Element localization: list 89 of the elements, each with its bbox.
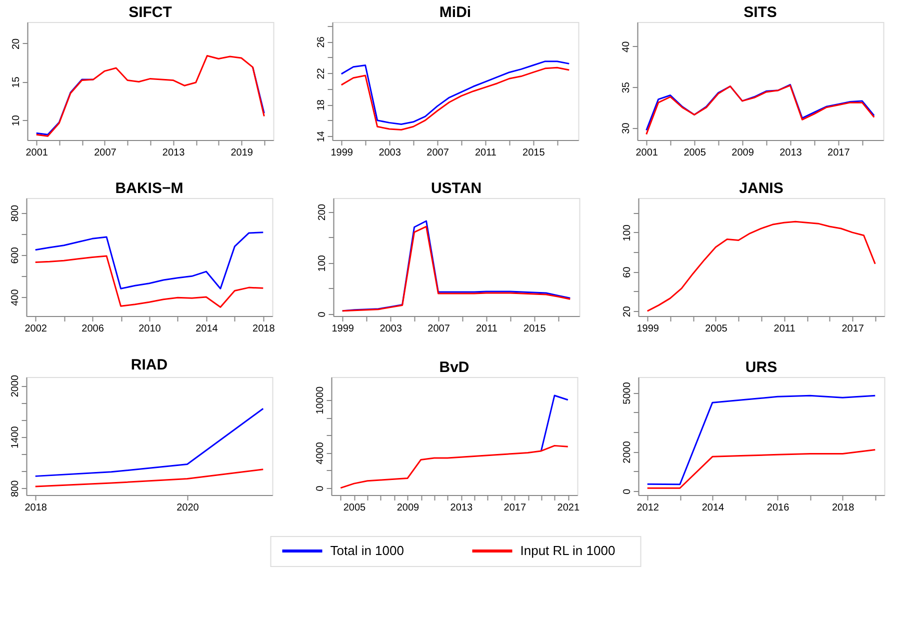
chart-title: SIFCT [128, 4, 172, 21]
y-tick-label: 600 [10, 246, 21, 264]
y-tick-label: 100 [622, 224, 633, 242]
line-series [646, 449, 876, 489]
y-tick-label: 1400 [10, 426, 21, 448]
x-tick-label: 2003 [378, 148, 402, 158]
x-tick-label: 2001 [636, 148, 658, 158]
line-series [340, 60, 570, 126]
x-tick-label: 2002 [24, 324, 48, 334]
legend-label: Total in 1000 [330, 543, 404, 558]
x-tick-label: 2015 [522, 148, 546, 158]
chart-title: SITS [744, 4, 777, 21]
y-tick-label: 10 [10, 114, 22, 126]
line-series [646, 220, 876, 312]
x-tick-label: 2018 [832, 502, 855, 514]
x-tick-label: 1999 [330, 148, 354, 158]
y-tick-label: 20 [622, 306, 633, 318]
y-tick-label: 14 [316, 130, 327, 142]
x-tick-label: 2017 [504, 502, 526, 514]
x-tick-label: 1999 [636, 324, 660, 334]
x-tick-label: 2015 [524, 324, 546, 334]
line-series [646, 394, 876, 486]
line-series [34, 255, 264, 308]
x-tick-label: 2006 [82, 324, 104, 334]
x-tick-label: 2021 [557, 502, 580, 514]
x-tick-label: 2013 [162, 148, 186, 158]
x-tick-label: 2016 [766, 502, 790, 514]
y-tick-label: 18 [316, 99, 327, 111]
line-series [34, 408, 264, 477]
x-tick-label: 2013 [450, 502, 473, 514]
x-tick-label: 2005 [684, 148, 706, 158]
x-tick-label: 2018 [252, 324, 276, 334]
x-tick-label: 2009 [732, 148, 754, 158]
chart-title: MiDi [439, 4, 472, 21]
y-tick-label: 800 [10, 480, 21, 498]
chart-title: URS [745, 359, 778, 376]
chart-title: JANIS [739, 180, 784, 197]
x-tick-label: 2005 [705, 324, 728, 334]
y-tick-label: 15 [10, 76, 22, 88]
x-tick-label: 2020 [176, 502, 200, 514]
y-tick-label: 40 [620, 40, 632, 52]
y-tick-label: 100 [316, 254, 328, 272]
x-tick-label: 2011 [474, 148, 497, 158]
y-tick-label: 22 [316, 68, 327, 80]
x-tick-label: 2014 [702, 502, 724, 514]
y-tick-label: 10000 [314, 386, 326, 414]
chart-title: RIAD [130, 356, 168, 374]
y-tick-label: 20 [10, 38, 22, 50]
x-tick-label: 2011 [774, 324, 796, 334]
line-series [34, 232, 264, 290]
legend-label: Input RL in 1000 [520, 543, 616, 558]
line-series [36, 54, 265, 137]
line-series [340, 66, 570, 131]
y-tick-label: 30 [620, 122, 632, 134]
chart-title: BvD [439, 359, 470, 376]
y-tick-label: 2000 [622, 440, 633, 464]
x-tick-label: 2014 [196, 324, 218, 334]
line-series [340, 444, 569, 489]
y-tick-label: 800 [10, 204, 21, 222]
x-tick-label: 2013 [780, 148, 802, 158]
x-tick-label: 2007 [428, 324, 450, 334]
y-tick-label: 4000 [314, 442, 326, 464]
x-tick-label: 2019 [230, 148, 254, 158]
x-tick-label: 2003 [380, 324, 402, 334]
x-tick-label: 2005 [343, 502, 366, 514]
y-tick-label: 0 [316, 311, 328, 318]
chart-title: BAKIS−M [115, 180, 184, 197]
y-tick-label: 26 [316, 36, 327, 48]
y-tick-label: 35 [620, 82, 632, 94]
x-tick-label: 2007 [94, 148, 117, 158]
x-tick-label: 2018 [24, 502, 48, 514]
y-tick-label: 400 [10, 288, 21, 306]
x-tick-label: 2007 [426, 148, 450, 158]
x-tick-label: 2017 [842, 324, 864, 334]
x-tick-label: 2009 [396, 502, 420, 514]
y-tick-label: 0 [314, 485, 326, 492]
x-tick-label: 2010 [138, 324, 162, 334]
x-tick-label: 2017 [828, 148, 850, 158]
x-tick-label: 2011 [476, 324, 498, 334]
y-tick-label: 2000 [10, 374, 21, 398]
x-tick-label: 2012 [636, 502, 660, 514]
y-tick-label: 60 [622, 266, 633, 278]
y-tick-label: 200 [316, 204, 328, 221]
chart-title: USTAN [430, 180, 482, 197]
y-tick-label: 0 [622, 488, 633, 494]
line-series [34, 468, 264, 488]
x-tick-label: 2001 [26, 148, 48, 158]
x-tick-label: 1999 [332, 324, 354, 334]
y-tick-label: 5000 [622, 382, 633, 404]
